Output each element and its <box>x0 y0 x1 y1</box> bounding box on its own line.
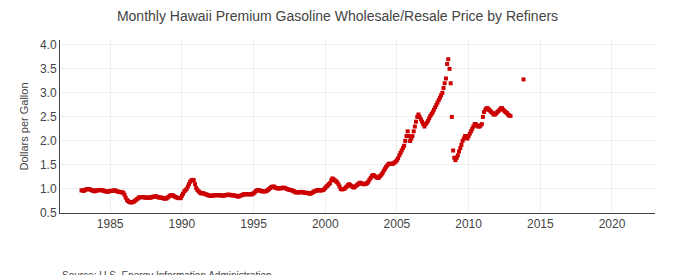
svg-text:4.0: 4.0 <box>40 38 57 52</box>
svg-text:3.0: 3.0 <box>40 86 57 100</box>
svg-text:1995: 1995 <box>240 217 267 231</box>
svg-text:3.5: 3.5 <box>40 62 57 76</box>
svg-text:Monthly Hawaii Premium Gasolin: Monthly Hawaii Premium Gasoline Wholesal… <box>117 8 558 24</box>
svg-text:2015: 2015 <box>527 217 554 231</box>
svg-text:2005: 2005 <box>384 217 411 231</box>
svg-text:0.5: 0.5 <box>40 206 57 220</box>
svg-text:Dollars per Gallon: Dollars per Gallon <box>18 82 30 170</box>
svg-text:2020: 2020 <box>599 217 626 231</box>
svg-text:1.5: 1.5 <box>40 158 57 172</box>
svg-text:Source: U.S. Energy Informatio: Source: U.S. Energy Information Administ… <box>62 270 272 275</box>
svg-text:2000: 2000 <box>312 217 339 231</box>
svg-text:2.5: 2.5 <box>40 110 57 124</box>
svg-text:2.0: 2.0 <box>40 134 57 148</box>
svg-text:1.0: 1.0 <box>40 182 57 196</box>
svg-text:2010: 2010 <box>455 217 482 231</box>
svg-text:1985: 1985 <box>97 217 124 231</box>
svg-text:1990: 1990 <box>169 217 196 231</box>
